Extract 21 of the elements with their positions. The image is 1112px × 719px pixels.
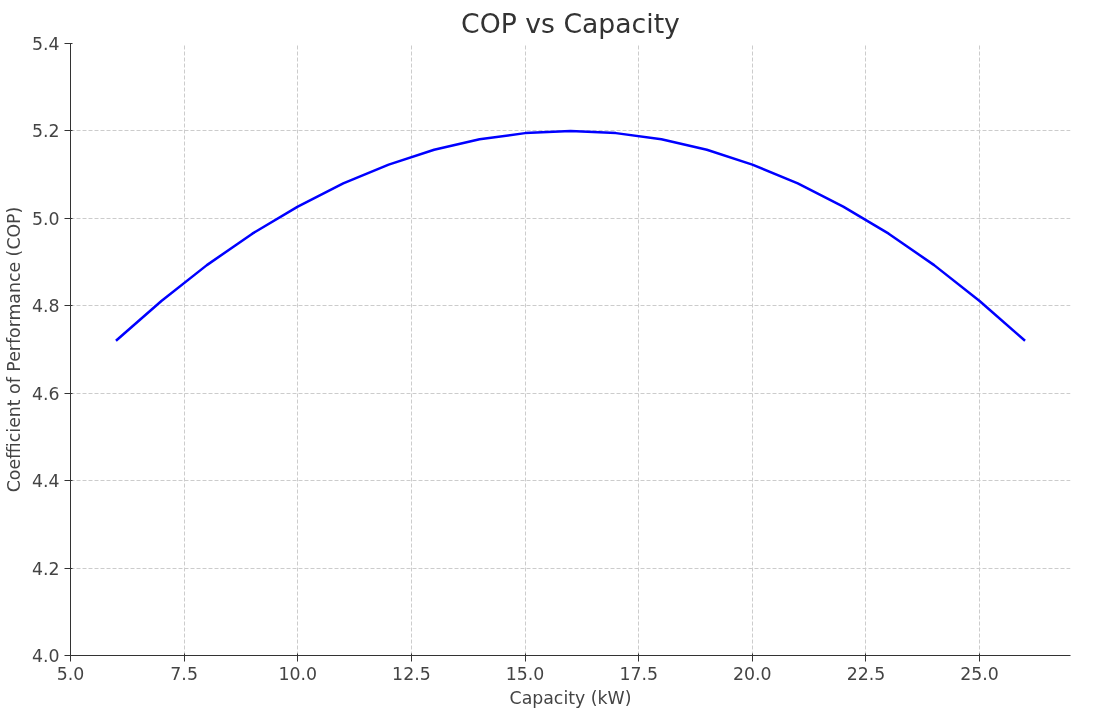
chart-title: COP vs Capacity: [461, 7, 680, 39]
x-tick-label: 5.0: [56, 663, 85, 684]
x-tick-label: 12.5: [392, 663, 431, 684]
x-tick-label: 20.0: [733, 663, 772, 684]
y-axis-title: Coefficient of Performance (COP): [3, 206, 24, 493]
x-axis-title: Capacity (kW): [509, 687, 632, 708]
y-tick-label: 4.6: [31, 383, 60, 404]
y-tick-label: 5.0: [31, 208, 60, 229]
y-tick-label: 4.8: [31, 296, 60, 317]
x-tick-label: 22.5: [846, 663, 886, 684]
y-tick-label: 5.4: [31, 34, 60, 54]
y-tick-label: 4.2: [31, 558, 60, 579]
x-tick-label: 17.5: [619, 663, 658, 684]
y-tick-label: 4.0: [31, 646, 60, 666]
x-tick-label: 7.5: [170, 663, 198, 684]
x-tick-label: 10.0: [278, 663, 318, 684]
line-series: [114, 129, 1027, 343]
y-tick-label: 5.2: [31, 121, 60, 142]
x-tick-label: 15.0: [505, 663, 545, 684]
y-tick-label: 4.4: [31, 471, 60, 492]
x-tick-label: 25.0: [960, 663, 999, 684]
